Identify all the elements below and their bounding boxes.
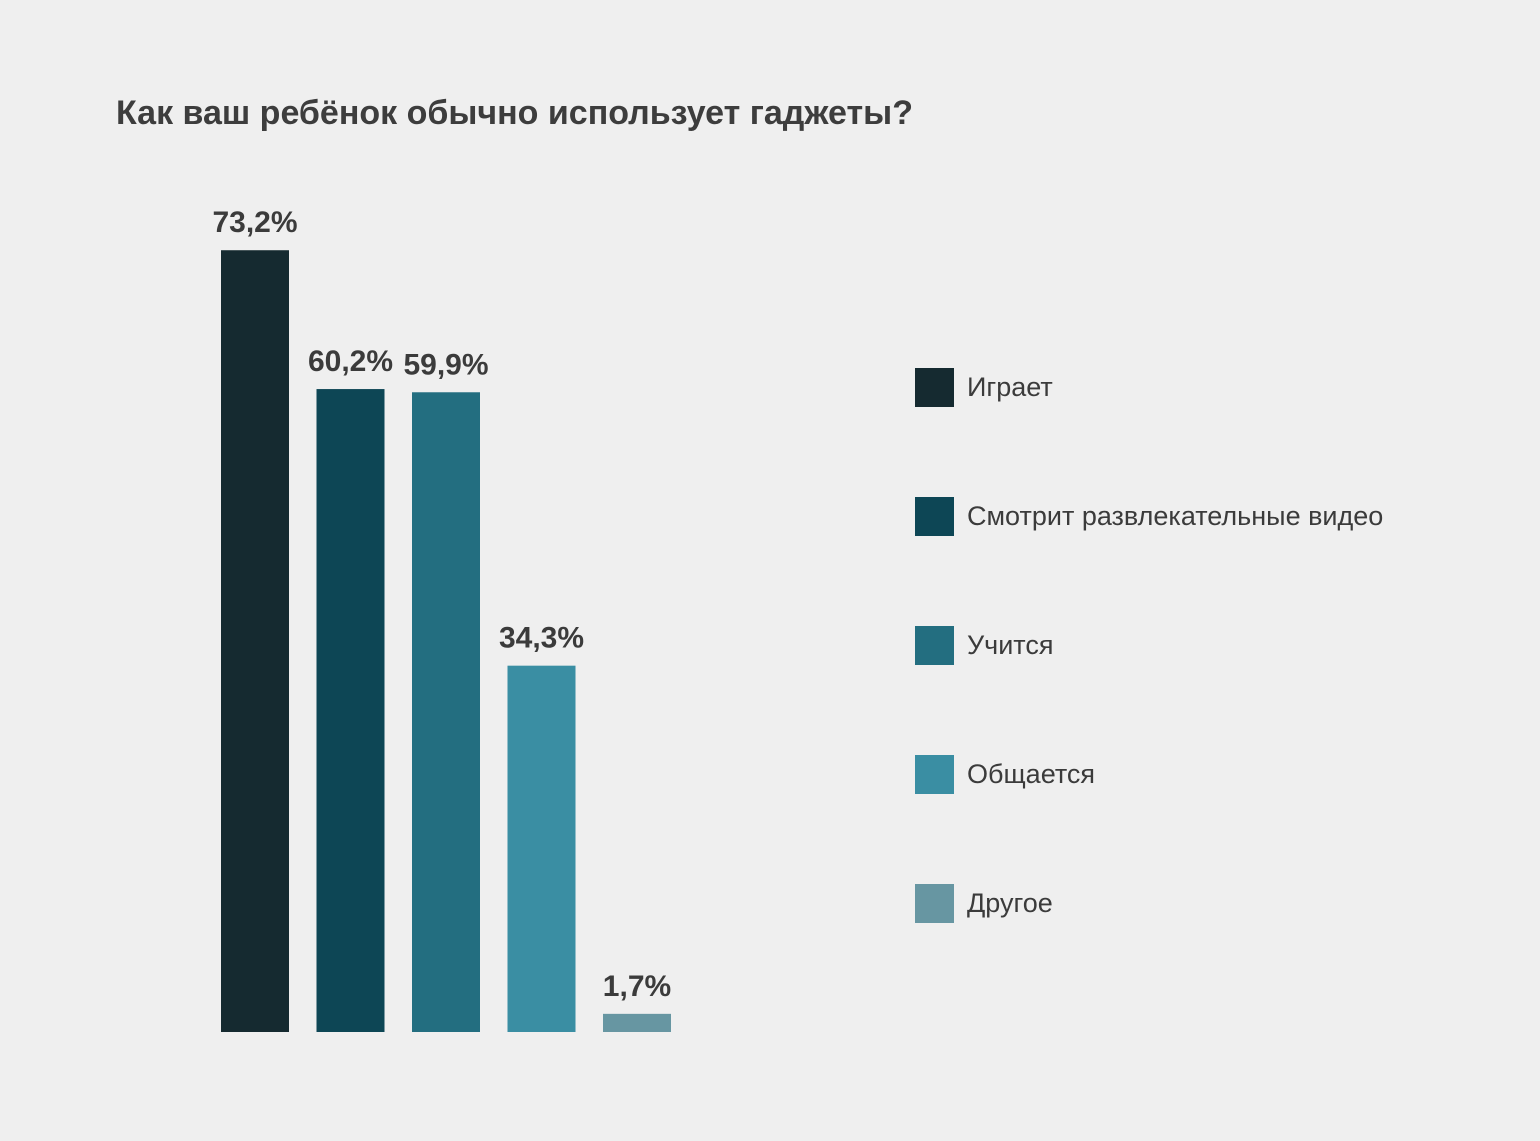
bar-value-label-5: 1,7% <box>603 970 671 1003</box>
legend-item-5: Другое <box>915 884 1053 923</box>
chart-title: Как ваш ребёнок обычно использует гаджет… <box>116 94 913 132</box>
bar-3 <box>412 392 480 1032</box>
legend-swatch <box>915 884 954 923</box>
bar-value-label-4: 34,3% <box>499 622 584 655</box>
legend-item-2: Смотрит развлекательные видео <box>915 497 1383 536</box>
legend-label: Другое <box>967 888 1053 918</box>
bar-1 <box>221 250 289 1032</box>
legend-label: Общается <box>967 759 1095 789</box>
legend-item-3: Учится <box>915 626 1053 665</box>
legend-label: Учится <box>967 630 1054 660</box>
legend-swatch <box>915 755 954 794</box>
bar-value-label-1: 73,2% <box>212 206 297 239</box>
legend-label: Смотрит развлекательные видео <box>967 501 1384 531</box>
bar-value-label-3: 59,9% <box>403 348 488 381</box>
legend-swatch <box>915 497 954 536</box>
legend-item-1: Играет <box>915 368 1053 407</box>
legend-label: Играет <box>967 372 1053 402</box>
bar-2 <box>316 389 385 1033</box>
bar-4 <box>507 665 576 1032</box>
legend-swatch <box>915 626 954 665</box>
legend-swatch <box>915 368 954 407</box>
bar-value-label-2: 60,2% <box>308 345 393 378</box>
legend-item-4: Общается <box>915 755 1095 794</box>
bar-5 <box>603 1013 671 1032</box>
